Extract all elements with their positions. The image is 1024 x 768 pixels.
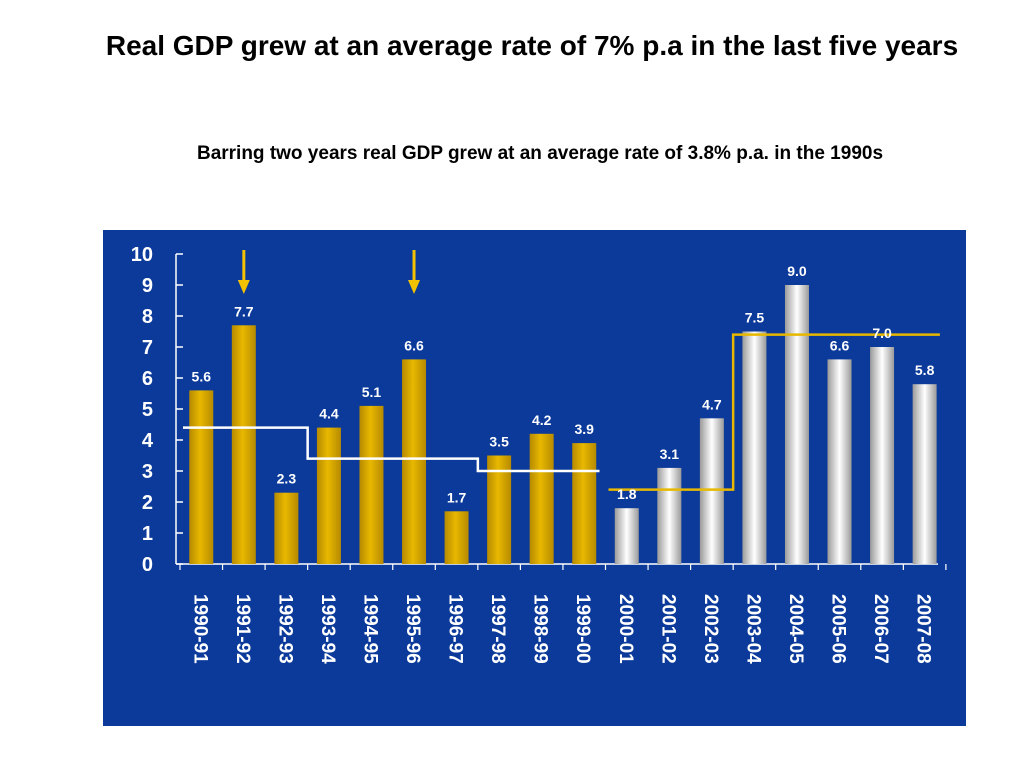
bar <box>912 384 937 564</box>
data-label: 3.5 <box>489 434 509 450</box>
y-tick-label: 10 <box>131 244 153 266</box>
bar <box>870 347 895 564</box>
data-label: 7.0 <box>872 325 892 341</box>
y-tick-label: 0 <box>142 554 153 576</box>
average-step-line <box>608 333 940 491</box>
x-tick-label: 1994-95 <box>359 594 380 664</box>
x-tick-label: 1996-97 <box>445 594 466 664</box>
x-tick-label: 1991-92 <box>232 594 253 664</box>
bar <box>784 285 809 564</box>
data-label: 5.6 <box>192 368 212 384</box>
x-axis: 1990-91 1991-92 1992-93 1993-94 1994-95 1995-… <box>176 563 947 664</box>
gdp-growth-chart-panel: 0 1 2 3 4 5 6 7 8 9 10 1990-91 1991-92 1992-93 1993-9… <box>103 230 966 726</box>
y-tick-label: 3 <box>142 461 153 483</box>
data-label: 2.3 <box>277 471 297 487</box>
x-tick-label: 2007-08 <box>913 594 934 664</box>
data-label: 4.4 <box>319 406 339 422</box>
gdp-growth-bar-chart: 0 1 2 3 4 5 6 7 8 9 10 1990-91 1991-92 1992-93 1993-9… <box>103 230 966 726</box>
x-tick-label: 1990-91 <box>189 594 210 664</box>
y-tick-label: 5 <box>142 399 153 421</box>
value-labels: 5.6 7.7 2.3 4.4 5.1 6.6 1.7 3.5 4.2 3.9 1.8 3.1 4.7 7… <box>192 263 935 505</box>
data-label: 1.7 <box>447 489 467 505</box>
x-tick-label: 2003-04 <box>742 594 763 664</box>
bar <box>742 331 767 564</box>
x-tick-label: 2006-07 <box>870 594 891 664</box>
y-tick-label: 8 <box>142 306 153 328</box>
bar <box>487 455 512 564</box>
arrow-markers <box>237 250 421 294</box>
x-tick-label: 1997-98 <box>487 594 508 664</box>
bar <box>827 359 852 564</box>
average-step-line <box>183 426 600 473</box>
bar <box>274 492 299 564</box>
bar <box>444 511 469 564</box>
data-label: 5.1 <box>362 384 382 400</box>
x-tick-label: 1999-00 <box>572 594 593 664</box>
data-label: 7.7 <box>234 303 254 319</box>
data-label: 7.5 <box>745 310 765 326</box>
data-label: 3.9 <box>574 421 594 437</box>
x-tick-label: 2004-05 <box>785 594 806 664</box>
bar <box>231 325 256 564</box>
x-tick-label: 2005-06 <box>828 594 849 664</box>
data-label: 5.8 <box>915 362 935 378</box>
y-tick-label: 2 <box>142 492 153 514</box>
y-tick-label: 4 <box>142 430 154 452</box>
data-label: 9.0 <box>787 263 807 279</box>
y-tick-label: 1 <box>142 523 153 545</box>
data-label: 4.7 <box>702 396 722 412</box>
x-tick-label: 1995-96 <box>402 594 423 664</box>
average-lines <box>183 333 940 491</box>
data-label: 4.2 <box>532 412 552 428</box>
bar <box>657 467 682 564</box>
y-tick-label: 9 <box>142 275 153 297</box>
bar <box>572 443 597 564</box>
arrow-down-icon <box>408 250 421 294</box>
bar <box>359 405 384 564</box>
bar <box>189 390 214 564</box>
arrow-down-icon <box>237 250 250 294</box>
x-tick-label: 1998-99 <box>530 594 551 664</box>
y-tick-label: 7 <box>142 337 153 359</box>
data-label: 6.6 <box>830 337 850 353</box>
data-label: 6.6 <box>404 337 424 353</box>
bar <box>529 433 554 564</box>
slide-subtitle: Barring two years real GDP grew at an av… <box>196 143 884 164</box>
data-label: 3.1 <box>660 446 680 462</box>
x-tick-label: 2000-01 <box>615 594 636 664</box>
x-tick-label: 1993-94 <box>317 594 338 664</box>
x-tick-label: 1992-93 <box>274 594 295 664</box>
x-tick-label: 2001-02 <box>657 594 678 664</box>
bar <box>699 418 724 564</box>
y-tick-label: 6 <box>142 368 153 390</box>
data-label: 1.8 <box>617 486 637 502</box>
x-tick-label: 2002-03 <box>700 594 721 664</box>
bar <box>402 359 427 564</box>
bars <box>189 285 937 564</box>
bar <box>316 427 341 564</box>
bar <box>614 508 639 564</box>
slide-title: Real GDP grew at an average rate of 7% p… <box>105 30 959 61</box>
y-axis: 0 1 2 3 4 5 6 7 8 9 10 <box>131 244 183 576</box>
